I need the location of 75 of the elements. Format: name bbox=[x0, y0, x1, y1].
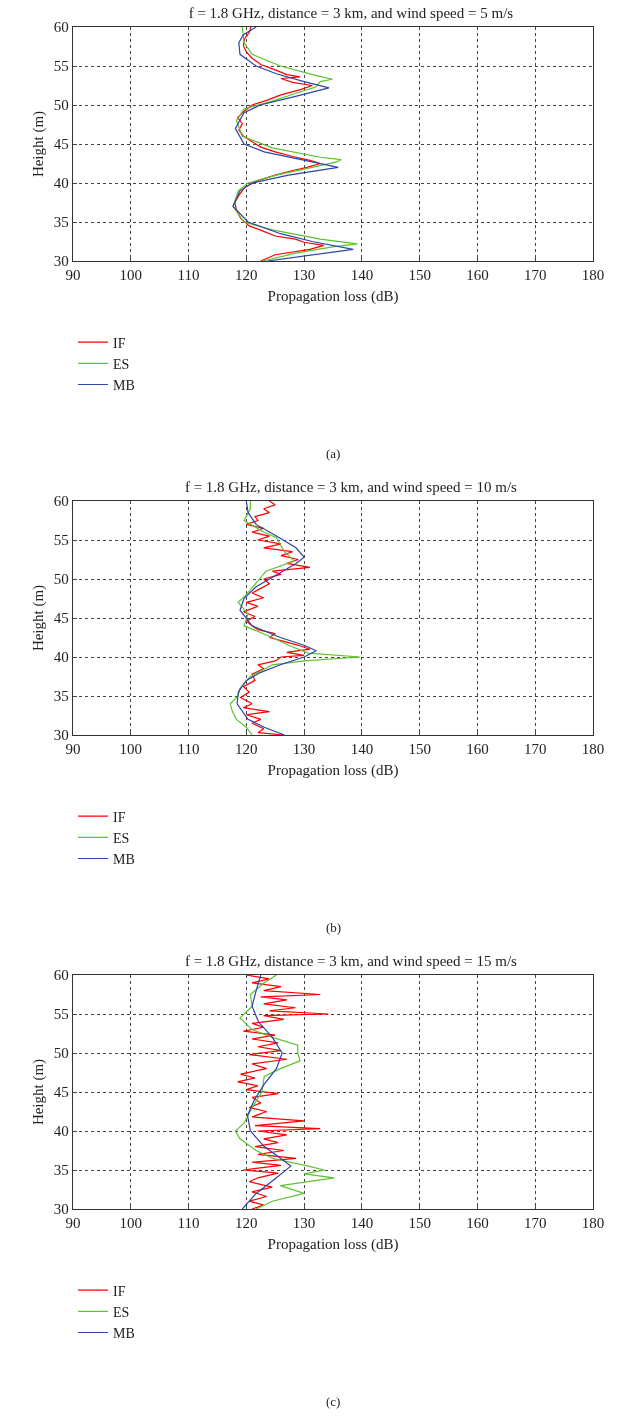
line-series bbox=[229, 501, 361, 735]
y-tick-label: 40 bbox=[53, 175, 69, 192]
x-tick-label: 130 bbox=[292, 267, 316, 284]
y-tick-label: 40 bbox=[53, 649, 69, 666]
y-tick-label: 45 bbox=[53, 1084, 69, 1101]
line-series bbox=[241, 975, 292, 1209]
y-tick-label: 55 bbox=[53, 58, 69, 75]
text: (b) bbox=[326, 920, 342, 935]
x-tick-label: 160 bbox=[466, 267, 489, 284]
legend-label: ES bbox=[113, 356, 130, 372]
chart-title: f = 1.8 GHz, distance = 3 km, and wind speed = 15 m/s bbox=[184, 952, 518, 969]
x-tick-label: 140 bbox=[350, 267, 374, 284]
y-tick-label: 45 bbox=[53, 610, 69, 627]
chart-title: f = 1.8 GHz, distance = 3 km, and wind speed = 5 m/s bbox=[188, 4, 514, 21]
y-axis-title: Height (m) bbox=[30, 1058, 48, 1126]
y-tick-label: 45 bbox=[53, 136, 69, 153]
y-tick-label: 60 bbox=[53, 967, 69, 984]
x-tick-label: 140 bbox=[350, 741, 374, 758]
legend-label: MB bbox=[113, 851, 135, 867]
y-tick-label: 60 bbox=[53, 19, 69, 36]
y-tick-label: 50 bbox=[53, 97, 69, 114]
x-tick-label: 180 bbox=[581, 267, 605, 284]
x-tick-label: 140 bbox=[350, 1215, 374, 1232]
x-tick-label: 160 bbox=[466, 741, 489, 758]
y-tick-label: 55 bbox=[53, 532, 69, 549]
x-tick-label: 90 bbox=[65, 267, 81, 284]
x-tick-label: 170 bbox=[523, 267, 547, 284]
y-tick-label: 60 bbox=[53, 493, 69, 510]
y-tick-label: 50 bbox=[53, 1045, 69, 1062]
legend-label: MB bbox=[113, 1325, 135, 1341]
x-tick-label: 120 bbox=[235, 267, 258, 284]
x-tick-label: 100 bbox=[119, 741, 143, 758]
x-tick-label: 150 bbox=[408, 267, 431, 284]
legend-label: ES bbox=[113, 830, 130, 846]
chart-title: f = 1.8 GHz, distance = 3 km, and wind speed = 10 m/s bbox=[184, 478, 518, 495]
legend-label: ES bbox=[113, 1304, 130, 1320]
y-tick-label: 30 bbox=[53, 253, 69, 270]
x-tick-label: 130 bbox=[292, 1215, 316, 1232]
x-tick-label: 110 bbox=[177, 267, 200, 284]
legend-label: MB bbox=[113, 377, 135, 393]
x-tick-label: 170 bbox=[523, 741, 547, 758]
x-tick-label: 100 bbox=[119, 1215, 143, 1232]
text: (c) bbox=[326, 1394, 341, 1409]
x-axis-title: Propagation loss (dB) bbox=[267, 762, 399, 780]
x-tick-label: 90 bbox=[65, 741, 81, 758]
x-tick-label: 150 bbox=[408, 1215, 431, 1232]
x-axis-title: Propagation loss (dB) bbox=[267, 288, 399, 306]
x-tick-label: 150 bbox=[408, 741, 431, 758]
y-tick-label: 35 bbox=[53, 214, 69, 231]
legend-label: IF bbox=[113, 809, 126, 825]
x-tick-label: 120 bbox=[235, 1215, 258, 1232]
y-tick-label: 50 bbox=[53, 571, 69, 588]
x-tick-label: 110 bbox=[177, 1215, 200, 1232]
y-axis-title: Height (m) bbox=[30, 584, 48, 652]
y-tick-label: 35 bbox=[53, 1162, 69, 1179]
y-tick-label: 40 bbox=[53, 1123, 69, 1140]
x-tick-label: 120 bbox=[235, 741, 258, 758]
x-tick-label: 100 bbox=[119, 267, 143, 284]
y-axis-title: Height (m) bbox=[30, 110, 48, 178]
legend-label: IF bbox=[113, 1283, 126, 1299]
line-series bbox=[234, 27, 325, 261]
y-tick-label: 55 bbox=[53, 1006, 69, 1023]
x-tick-label: 180 bbox=[581, 1215, 605, 1232]
x-tick-label: 170 bbox=[523, 1215, 547, 1232]
x-tick-label: 130 bbox=[292, 741, 316, 758]
x-tick-label: 180 bbox=[581, 741, 605, 758]
x-axis-title: Propagation loss (dB) bbox=[267, 1236, 399, 1254]
legend-label: IF bbox=[113, 335, 126, 351]
y-tick-label: 35 bbox=[53, 688, 69, 705]
x-tick-label: 110 bbox=[177, 741, 200, 758]
y-tick-label: 30 bbox=[53, 1201, 69, 1218]
y-tick-label: 30 bbox=[53, 727, 69, 744]
x-tick-label: 90 bbox=[65, 1215, 81, 1232]
text: (a) bbox=[326, 446, 341, 461]
x-tick-label: 160 bbox=[466, 1215, 489, 1232]
